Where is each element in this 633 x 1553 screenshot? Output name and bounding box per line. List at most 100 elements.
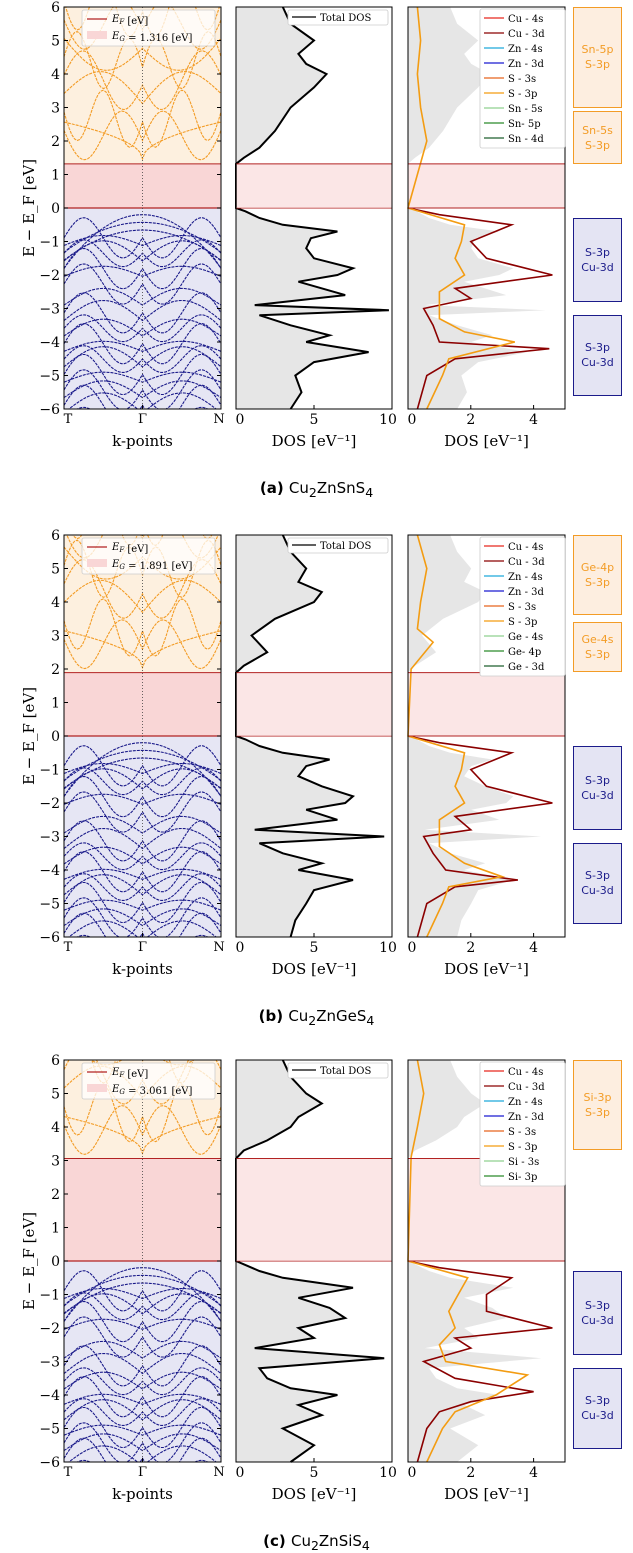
dos-xlabel: DOS [eV⁻¹] — [272, 960, 357, 978]
pdos-background-fill — [408, 535, 542, 937]
y-tick-label: 4 — [51, 595, 60, 611]
dos-x-tick-label: 0 — [236, 412, 245, 428]
pdos-x-tick-label: 0 — [408, 940, 417, 956]
band-ylabel: E − E_F [eV] — [20, 1212, 38, 1310]
band-xlabel: k-points — [112, 432, 173, 450]
orbital-label-box: S-3p Cu-3d — [573, 218, 622, 302]
pdos-x-tick-label: 2 — [466, 1465, 475, 1481]
y-tick-label: 3 — [51, 1154, 60, 1170]
pdos-line — [407, 735, 553, 938]
pdos-legend-label: Si - 3s — [508, 1157, 539, 1168]
pdos-legend-label: S - 3p — [508, 89, 537, 100]
pdos-legend-label: Si- 3p — [508, 1172, 537, 1183]
k-point-label: N — [213, 940, 224, 955]
y-tick-label: 5 — [51, 34, 60, 50]
pdos-line — [407, 1059, 530, 1463]
pdos-line — [407, 1260, 553, 1463]
dos-xlabel: DOS [eV⁻¹] — [272, 1485, 357, 1503]
valence-band — [64, 846, 221, 865]
orbital-label-box: Ge-4s S-3p — [573, 622, 622, 673]
valence-band — [64, 749, 221, 782]
band-gap-region — [64, 672, 221, 736]
panel-caption: (c) Cu2ZnSiS4 — [0, 1532, 633, 1553]
orbital-label-box: Sn-5s S-3p — [573, 110, 622, 165]
caption-formula: Cu2ZnSiS4 — [290, 1532, 370, 1553]
dos-x-tick-label: 5 — [310, 1465, 319, 1481]
y-tick-label: −3 — [39, 830, 60, 846]
y-tick-label: −2 — [39, 268, 60, 284]
pdos-legend-label: S - 3p — [508, 1142, 537, 1153]
orbital-label-box: S-3p Cu-3d — [573, 746, 622, 830]
valence-band — [64, 874, 221, 896]
valence-band — [64, 1293, 221, 1315]
dos-x-tick-label: 0 — [236, 1465, 245, 1481]
pdos-x-tick-label: 0 — [408, 1465, 417, 1481]
pdos-legend-box — [479, 1061, 566, 1187]
pdos-legend-label: Zn - 3d — [508, 587, 544, 598]
valence-band — [68, 392, 217, 409]
caption-formula: Cu2ZnSnS4 — [288, 479, 374, 500]
band-ylabel: E − E_F [eV] — [20, 159, 38, 257]
pdos-background-fill — [408, 1060, 542, 1462]
legend-swatch-gap — [87, 31, 107, 39]
k-point-label: Γ — [138, 1465, 147, 1480]
valence-band — [68, 1445, 217, 1462]
valence-band — [64, 827, 221, 850]
y-tick-label: 0 — [51, 729, 60, 745]
band-legend-box — [81, 537, 216, 575]
y-tick-label: −6 — [39, 402, 60, 418]
dos-x-tick-label: 10 — [379, 412, 397, 428]
legend-label-gap: EG = 3.061 [eV] — [111, 1084, 192, 1097]
valence-band — [64, 1352, 221, 1375]
pdos-legend-label: Sn- 5p — [508, 119, 541, 130]
pdos-line — [407, 534, 506, 938]
orbital-label-box: S-3p Cu-3d — [573, 843, 622, 924]
pdos-legend-label: Zn - 3d — [508, 1112, 544, 1123]
y-tick-label: 2 — [51, 662, 60, 678]
caption-formula: Cu2ZnGeS4 — [288, 1007, 375, 1028]
pdos-legend-label: Ge- 4p — [508, 647, 541, 658]
y-tick-label: 4 — [51, 1120, 60, 1136]
pdos-x-tick-label: 4 — [529, 1465, 538, 1481]
legend-label-gap: EG = 1.891 [eV] — [111, 559, 192, 572]
y-tick-label: 0 — [51, 201, 60, 217]
total-dos-fill — [236, 7, 389, 409]
band-ylabel: E − E_F [eV] — [20, 687, 38, 785]
conduction-band — [64, 110, 221, 161]
legend-label-fermi: EF [eV] — [111, 1067, 148, 1080]
valence-band — [64, 234, 221, 247]
y-tick-label: −6 — [39, 930, 60, 946]
pdos-legend-label: S - 3s — [508, 1127, 536, 1138]
valence-band — [64, 873, 221, 901]
y-tick-label: −1 — [39, 763, 60, 779]
valence-band — [64, 881, 221, 924]
valence-band — [64, 868, 221, 880]
dos-gap-band — [236, 163, 392, 208]
band-xlabel: k-points — [112, 960, 173, 978]
pdos-background-fill — [408, 7, 546, 409]
y-tick-label: 6 — [51, 0, 60, 16]
conduction-band — [64, 579, 221, 614]
pdos-x-tick-label: 2 — [466, 412, 475, 428]
y-tick-label: 5 — [51, 562, 60, 578]
y-tick-label: 3 — [51, 629, 60, 645]
y-tick-label: −1 — [39, 235, 60, 251]
k-point-label: Γ — [138, 940, 147, 955]
conduction-band — [64, 121, 221, 161]
orbital-label-box: S-3p Cu-3d — [573, 315, 622, 396]
valence-band — [64, 1340, 221, 1359]
valence-band — [64, 793, 221, 805]
total-dos-line — [235, 1059, 385, 1463]
y-tick-label: 2 — [51, 1187, 60, 1203]
y-tick-label: −2 — [39, 1321, 60, 1337]
dos-gap-band — [236, 672, 392, 736]
pdos-axes-frame — [407, 534, 566, 938]
valence-band — [64, 221, 221, 254]
k-point-label: N — [213, 412, 224, 427]
pdos-gap-band — [408, 163, 565, 208]
k-point-label: T — [64, 940, 73, 955]
pdos-gap-band — [408, 672, 565, 736]
conduction-band — [64, 30, 221, 90]
y-tick-label: 6 — [51, 528, 60, 544]
